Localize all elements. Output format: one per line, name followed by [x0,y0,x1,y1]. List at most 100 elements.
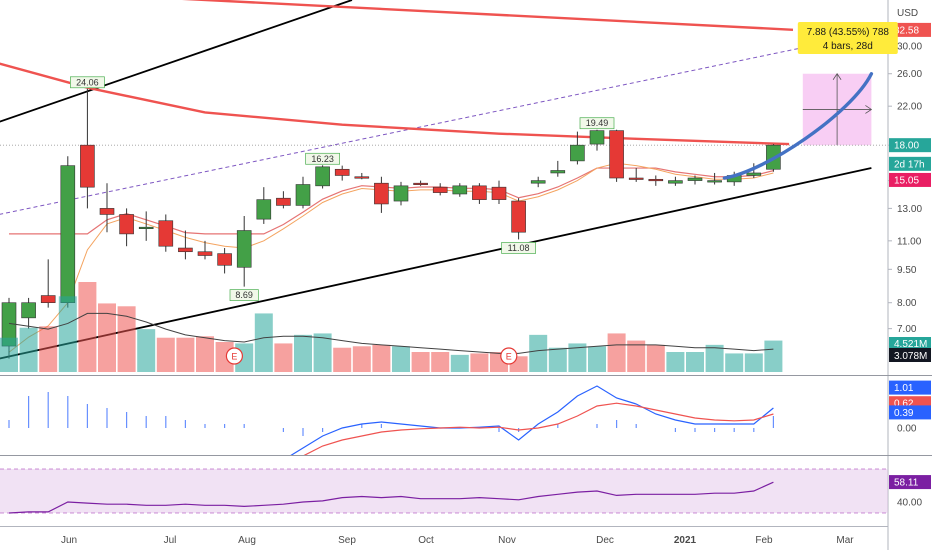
candle[interactable] [178,230,193,260]
earnings-marker[interactable] [225,347,243,365]
candle-body-up [589,130,605,145]
annotations: 7.88 (43.55%) 788 4 bars, 28d [797,22,898,54]
price-axis[interactable]: 30.0026.0022.0018.0015.0013.0011.009.508… [888,22,931,509]
candle[interactable] [687,175,703,185]
candle[interactable] [393,181,409,206]
volume-bar [78,282,97,372]
candle[interactable] [491,180,507,204]
volume-bar [372,344,391,372]
candle[interactable] [276,191,291,209]
time-tick-label: Jul [164,535,177,546]
candle-body-up [668,180,683,184]
candle[interactable] [256,187,272,224]
candle[interactable] [21,297,36,329]
price-label-box [579,117,615,130]
candle-body-up [746,172,762,176]
volume-bar [607,333,626,372]
candle[interactable] [119,208,134,247]
volume-ma-badge [889,348,931,362]
time-tick-label: Nov [498,535,516,546]
volume-bar [58,296,77,372]
candle[interactable] [648,175,664,186]
candle[interactable] [197,240,213,260]
ma-top-line [181,0,794,31]
price-label-box [229,289,259,301]
candle[interactable] [158,214,174,252]
earnings-marker-label: E [506,352,512,362]
macd-signal-line [303,402,774,455]
projection-arrowhead-up [832,73,842,80]
candle[interactable] [589,129,605,151]
candle[interactable] [413,180,428,186]
candle[interactable] [628,168,644,182]
price-tick-label: 13.00 [897,204,922,215]
volume-bar [431,352,450,372]
projection-arrowhead-right [865,105,873,114]
price-label: 16.23 [311,154,334,164]
ma-short-line [8,162,774,353]
candle-body-up [236,230,252,268]
candle[interactable] [295,176,311,209]
volume-bar [411,352,430,372]
candle[interactable] [746,163,762,179]
candle-body-down [276,197,291,206]
candle-body-down [197,251,213,256]
candle-body-down [374,182,389,205]
candle[interactable] [60,156,76,308]
volume-bar [764,340,783,372]
candle[interactable] [99,183,115,233]
candle[interactable] [707,172,722,185]
volume-bar [352,346,371,372]
rsi-pane[interactable] [0,468,888,514]
price-tick-label: 7.00 [897,324,917,335]
candle[interactable] [217,248,232,274]
candle[interactable] [315,165,330,189]
earnings-marker[interactable] [500,347,518,365]
volume-bar [0,337,18,372]
candle-body-up [707,180,722,183]
time-axis[interactable]: Jun Jul Aug Sep Oct Nov Dec 2021 Feb Mar [61,535,854,546]
candle-body-down [511,200,526,233]
volume-bar [313,333,332,372]
volume-bar [686,352,704,372]
rsi-badge [889,475,931,490]
candle[interactable] [530,176,546,188]
earnings-marker-label: E [231,352,237,362]
macd-pane[interactable] [8,385,775,464]
candle[interactable] [452,183,468,197]
candle-body-down [648,178,664,182]
candle[interactable] [668,176,683,186]
candle[interactable] [236,216,252,287]
price-label-box [501,242,536,254]
price-badge-label: 15.05 [894,175,919,186]
candle-body-up [315,166,330,187]
candle-body-up [295,184,311,206]
time-tick-label: Dec [596,535,614,546]
price-pane[interactable]: 24.06 16.23 19.49 8.69 11.08 [0,0,888,360]
volume-bar [548,347,567,372]
candle[interactable] [354,172,370,180]
candle[interactable] [550,160,566,177]
volume-bar [137,329,156,372]
candle-body-down [354,176,370,179]
volume-bar [156,337,175,372]
candle[interactable] [40,259,56,308]
candle[interactable] [570,131,585,165]
candle-body-up [687,177,703,181]
candle[interactable] [609,129,624,182]
time-tick-label: Jun [61,535,77,546]
candle[interactable] [138,211,154,241]
projection-curve [722,72,874,180]
candle[interactable] [432,183,448,196]
candle[interactable] [511,198,526,240]
rsi-line [8,481,774,514]
candle[interactable] [472,183,487,204]
candle[interactable] [334,165,350,181]
candle[interactable] [80,88,95,209]
macd-badge-label: 1.01 [894,383,914,394]
candle[interactable] [374,176,389,213]
dashed-trendline [0,32,872,215]
